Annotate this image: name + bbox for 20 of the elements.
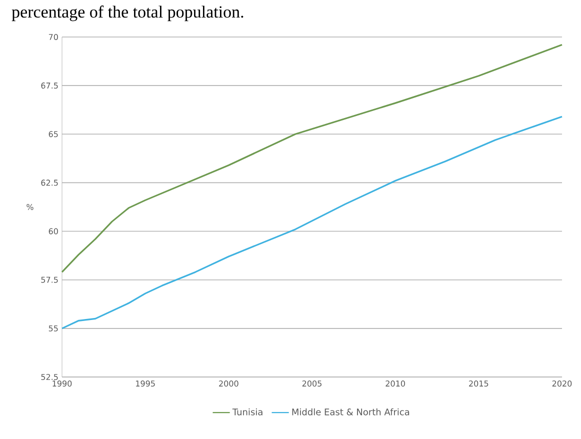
legend-label: Tunisia (232, 408, 262, 416)
chart-title: percentage of the total population. (12, 6, 244, 22)
x-tick-label: 2020 (552, 380, 572, 387)
y-tick-label: 62.5 (41, 180, 58, 186)
y-tick-label: 57.5 (41, 276, 58, 283)
x-tick-label: 2010 (386, 380, 405, 387)
x-tick-label: 1990 (52, 380, 72, 387)
legend-label: Middle East & North Africa (292, 408, 410, 416)
y-axis-title: % (26, 204, 34, 210)
x-tick-label: 2000 (219, 380, 238, 387)
x-tick-label: 1995 (136, 380, 155, 387)
y-tick-label: 67.5 (41, 82, 58, 89)
x-tick-label: 2015 (469, 380, 488, 387)
line-series (61, 44, 563, 273)
y-tick-label: 65 (48, 131, 58, 138)
y-tick-label: 70 (48, 34, 58, 40)
x-tick-label: 2005 (302, 380, 322, 387)
y-tick-label: 60 (48, 228, 58, 234)
y-tick-label: 52.5 (41, 374, 58, 380)
y-tick-label: 55 (48, 325, 58, 332)
